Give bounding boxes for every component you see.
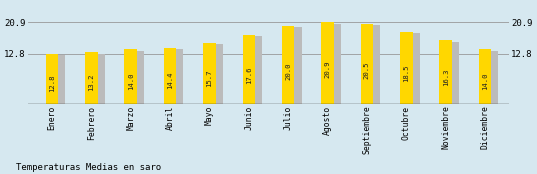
Bar: [250, 37, 262, 104]
Bar: [321, 22, 334, 104]
Text: 17.6: 17.6: [246, 66, 252, 84]
Bar: [171, 49, 184, 104]
Bar: [46, 54, 59, 104]
Bar: [53, 55, 66, 104]
Text: 14.4: 14.4: [167, 72, 173, 89]
Bar: [85, 52, 98, 104]
Bar: [125, 49, 137, 104]
Bar: [203, 42, 216, 104]
Text: Temperaturas Medias en saro: Temperaturas Medias en saro: [16, 163, 161, 172]
Text: 16.3: 16.3: [442, 69, 448, 86]
Bar: [164, 48, 177, 104]
Bar: [486, 51, 498, 104]
Bar: [282, 26, 294, 104]
Bar: [368, 25, 380, 104]
Text: 14.0: 14.0: [482, 72, 488, 90]
Bar: [328, 23, 341, 104]
Text: 13.2: 13.2: [89, 74, 95, 91]
Bar: [243, 35, 255, 104]
Bar: [407, 33, 419, 104]
Bar: [92, 54, 105, 104]
Bar: [289, 27, 302, 104]
Bar: [446, 42, 459, 104]
Text: 20.5: 20.5: [364, 62, 370, 79]
Text: 20.9: 20.9: [324, 61, 331, 78]
Bar: [400, 31, 412, 104]
Bar: [439, 40, 452, 104]
Bar: [478, 49, 491, 104]
Bar: [360, 24, 373, 104]
Text: 18.5: 18.5: [403, 65, 409, 82]
Text: 15.7: 15.7: [206, 69, 213, 87]
Bar: [132, 51, 144, 104]
Text: 12.8: 12.8: [49, 74, 55, 92]
Text: 14.0: 14.0: [128, 72, 134, 90]
Bar: [211, 44, 223, 104]
Text: 20.0: 20.0: [285, 62, 291, 80]
